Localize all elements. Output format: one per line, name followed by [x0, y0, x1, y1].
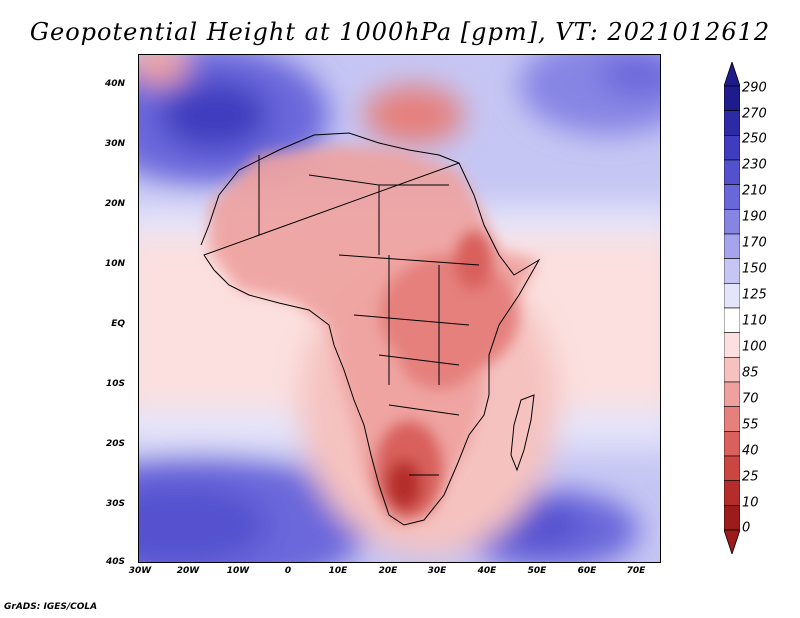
- colorbar-segment: [724, 209, 740, 235]
- lon-label-10w: 10W: [226, 566, 250, 576]
- colorbar-bottom-arrow: [724, 529, 740, 554]
- colorbar-label-70: 70: [742, 391, 759, 407]
- colorbar-label-270: 270: [742, 106, 767, 122]
- colorbar-segment: [724, 455, 740, 481]
- colorbar-label-170: 170: [742, 235, 767, 251]
- colorbar-segment: [724, 406, 740, 432]
- lon-label-40e: 40E: [477, 566, 497, 576]
- colorbar-segment: [724, 233, 740, 259]
- colorbar-segment: [724, 307, 740, 333]
- colorbar-label-85: 85: [742, 365, 759, 381]
- lat-label-10n: 10N: [104, 259, 125, 269]
- colorbar-label-250: 250: [742, 131, 767, 147]
- colorbar-segment: [724, 159, 740, 185]
- lon-label-10e: 10E: [328, 566, 348, 576]
- colorbar-segment: [724, 135, 740, 161]
- lat-label-20s: 20S: [105, 439, 125, 449]
- grads-credit: GrADS: IGES/COLA: [4, 602, 98, 612]
- colorbar-label-290: 290: [742, 80, 767, 96]
- colorbar-label-230: 230: [742, 157, 767, 173]
- lon-label-0: 0: [284, 566, 292, 576]
- lat-label-30s: 30S: [105, 499, 125, 509]
- lat-label-10s: 10S: [105, 379, 125, 389]
- colorbar-label-210: 210: [742, 183, 767, 199]
- colorbar-label-100: 100: [742, 339, 767, 355]
- colorbar-top-arrow: [724, 62, 740, 87]
- lat-label-eq: EQ: [111, 319, 125, 329]
- lat-label-40s: 40S: [105, 557, 125, 567]
- lon-label-70e: 70E: [626, 566, 646, 576]
- colorbar-segment: [724, 381, 740, 407]
- colorbar-label-0: 0: [742, 520, 751, 536]
- lon-label-60e: 60E: [577, 566, 597, 576]
- colorbar: [724, 62, 740, 554]
- colorbar-segment: [724, 184, 740, 210]
- lat-label-20n: 20N: [104, 199, 125, 209]
- colorbar-label-40: 40: [742, 443, 759, 459]
- lon-label-20e: 20E: [378, 566, 398, 576]
- lon-label-30e: 30E: [427, 566, 447, 576]
- colorbar-label-25: 25: [742, 469, 759, 485]
- colorbar-segment: [724, 258, 740, 284]
- map-panel: [138, 54, 661, 563]
- colorbar-label-110: 110: [742, 313, 767, 329]
- colorbar-label-55: 55: [742, 417, 759, 433]
- colorbar-segment: [724, 480, 740, 506]
- colorbar-segment: [724, 431, 740, 457]
- colorbar-segment: [724, 332, 740, 358]
- colorbar-label-10: 10: [742, 495, 759, 511]
- colorbar-segment: [724, 357, 740, 383]
- colorbar-label-125: 125: [742, 287, 767, 303]
- colorbar-segment: [724, 110, 740, 136]
- colorbar-segment: [724, 283, 740, 309]
- chart-title: Geopotential Height at 1000hPa [gpm], VT…: [29, 18, 771, 46]
- colorbar-segment: [724, 85, 740, 111]
- colorbar-label-190: 190: [742, 209, 767, 225]
- colorbar-segment: [724, 505, 740, 531]
- lat-label-30n: 30N: [104, 139, 125, 149]
- lon-label-50e: 50E: [527, 566, 547, 576]
- lon-label-30w: 30W: [128, 566, 152, 576]
- height-field-map: [139, 55, 660, 562]
- colorbar-label-150: 150: [742, 261, 767, 277]
- lat-label-40n: 40N: [104, 79, 125, 89]
- lon-label-20w: 20W: [176, 566, 200, 576]
